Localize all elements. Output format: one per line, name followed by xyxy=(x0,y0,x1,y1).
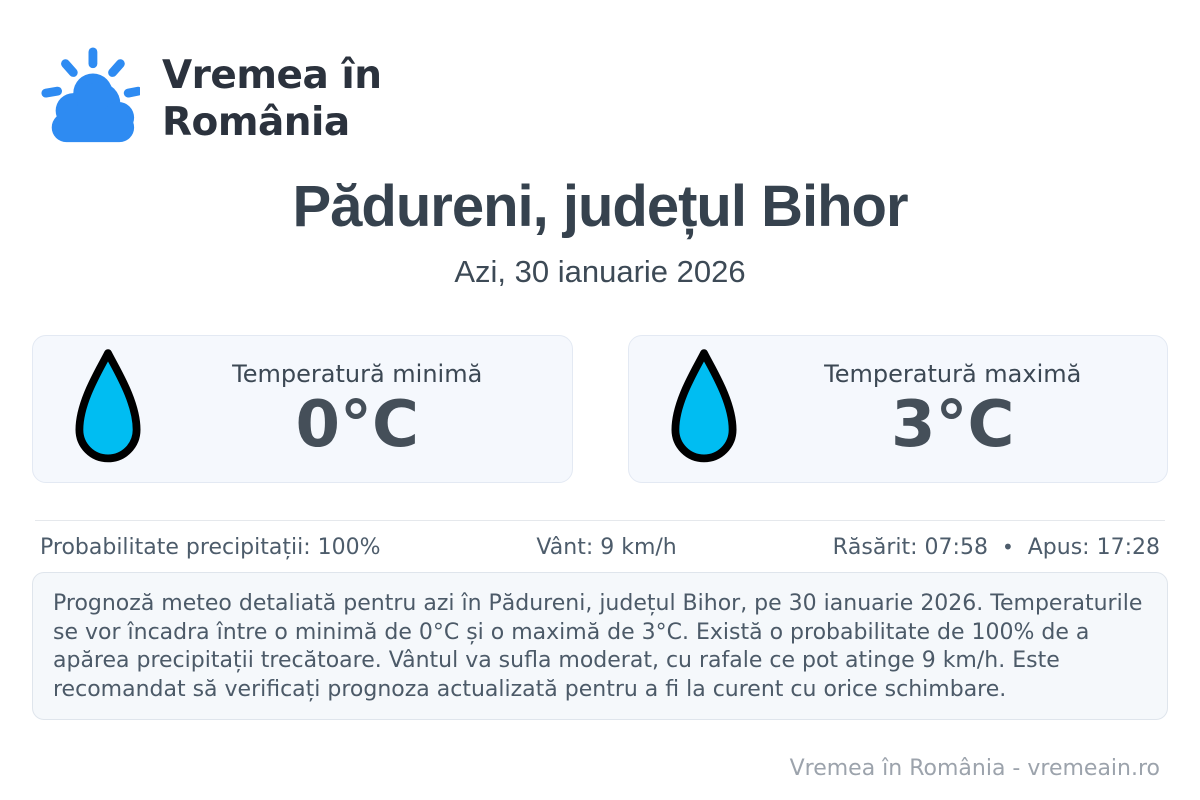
brand-name-line1: Vremea în xyxy=(162,53,382,98)
footer-credit: Vremea în România - vremeain.ro xyxy=(789,756,1160,781)
brand-name-line2: România xyxy=(162,100,350,145)
min-temperature-card: Temperatură minimă 0°C xyxy=(32,335,573,483)
sun-times-stat: Răsărit: 07:58 • Apus: 17:28 xyxy=(833,534,1160,561)
precipitation-stat: Probabilitate precipitații: 100% xyxy=(40,535,381,560)
water-drop-icon xyxy=(75,349,141,463)
brand-name: Vremea în România xyxy=(162,52,382,146)
forecast-description: Prognoză meteo detaliată pentru azi în P… xyxy=(32,572,1168,720)
min-temperature-value: 0°C xyxy=(295,388,420,462)
stats-row: Probabilitate precipitații: 100% Vânt: 9… xyxy=(40,534,1160,561)
max-temperature-card: Temperatură maximă 3°C xyxy=(627,335,1168,483)
water-drop-icon xyxy=(671,349,736,463)
wind-stat: Vânt: 9 km/h xyxy=(536,535,677,560)
max-temperature-value: 3°C xyxy=(891,388,1015,462)
max-card-icon-wrap xyxy=(629,345,779,473)
min-temperature-label: Temperatură minimă xyxy=(232,360,483,388)
header-brand: Vremea în România xyxy=(38,42,1200,156)
date-subtitle: Azi, 30 ianuarie 2026 xyxy=(454,254,746,289)
stats-divider xyxy=(35,520,1165,521)
max-temperature-label: Temperatură maximă xyxy=(824,360,1082,388)
sunrise-stat: Răsărit: 07:58 xyxy=(832,535,988,560)
sun-cloud-logo-icon xyxy=(41,47,140,143)
temperature-cards: Temperatură minimă 0°C Temperatură maxim… xyxy=(32,335,1168,483)
bullet-separator: • xyxy=(1001,535,1014,559)
page-title: Pădureni, județul Bihor xyxy=(292,174,908,239)
min-card-icon-wrap xyxy=(33,345,183,473)
sunset-stat: Apus: 17:28 xyxy=(1027,535,1160,560)
min-card-texts: Temperatură minimă 0°C xyxy=(183,359,572,459)
max-card-texts: Temperatură maximă 3°C xyxy=(779,359,1168,459)
